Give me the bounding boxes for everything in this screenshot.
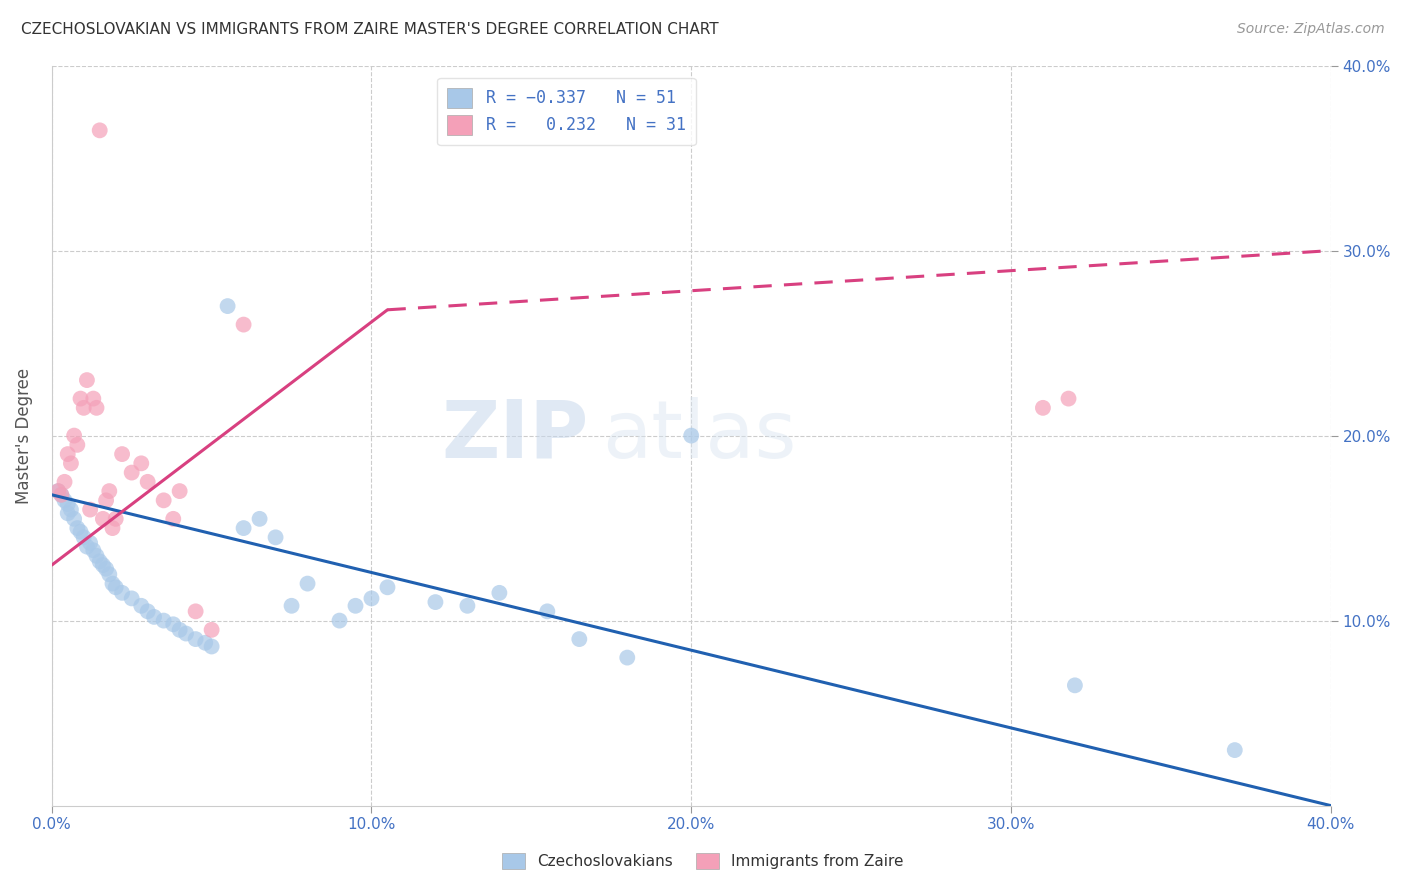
Point <box>46 484 69 499</box>
Point <box>89 123 111 137</box>
Point <box>280 599 302 613</box>
Point <box>104 580 127 594</box>
Point <box>73 530 96 544</box>
Point <box>264 530 287 544</box>
Text: Source: ZipAtlas.com: Source: ZipAtlas.com <box>1237 22 1385 37</box>
Point <box>201 623 224 637</box>
Point <box>94 562 117 576</box>
Point <box>568 632 591 646</box>
Point <box>63 512 86 526</box>
Point <box>66 438 89 452</box>
Point <box>328 614 350 628</box>
Point <box>217 299 239 313</box>
Point <box>536 604 558 618</box>
Point <box>297 576 319 591</box>
Point <box>162 617 184 632</box>
Point <box>51 488 73 502</box>
Point <box>59 456 82 470</box>
Point <box>249 512 271 526</box>
Point <box>46 484 69 499</box>
Y-axis label: Master's Degree: Master's Degree <box>15 368 32 504</box>
Point <box>79 536 101 550</box>
Point <box>360 591 382 606</box>
Text: atlas: atlas <box>602 397 796 475</box>
Point <box>63 428 86 442</box>
Point <box>377 580 399 594</box>
Point <box>69 524 91 539</box>
Point <box>425 595 447 609</box>
Point <box>184 604 207 618</box>
Point <box>232 521 254 535</box>
Point <box>53 493 76 508</box>
Point <box>98 484 121 499</box>
Point <box>169 484 191 499</box>
Point <box>86 549 108 563</box>
Point <box>82 392 104 406</box>
Point <box>98 567 121 582</box>
Point <box>1057 392 1080 406</box>
Point <box>456 599 478 613</box>
Point <box>56 497 79 511</box>
Point <box>1223 743 1246 757</box>
Point <box>152 493 174 508</box>
Point <box>194 636 217 650</box>
Point <box>201 640 224 654</box>
Point <box>184 632 207 646</box>
Point <box>94 493 117 508</box>
Point <box>111 586 134 600</box>
Point <box>89 554 111 568</box>
Point <box>86 401 108 415</box>
Point <box>681 428 703 442</box>
Point <box>101 576 124 591</box>
Point <box>129 599 152 613</box>
Point <box>488 586 510 600</box>
Point <box>121 466 143 480</box>
Point <box>79 502 101 516</box>
Point <box>162 512 184 526</box>
Point <box>76 540 98 554</box>
Point <box>1064 678 1087 692</box>
Point <box>136 604 159 618</box>
Point <box>91 558 114 573</box>
Point <box>76 373 98 387</box>
Point <box>136 475 159 489</box>
Point <box>91 512 114 526</box>
Point <box>344 599 367 613</box>
Text: ZIP: ZIP <box>441 397 589 475</box>
Point <box>101 521 124 535</box>
Point <box>82 543 104 558</box>
Point <box>56 506 79 520</box>
Legend: R = −0.337   N = 51, R =   0.232   N = 31: R = −0.337 N = 51, R = 0.232 N = 31 <box>437 78 696 145</box>
Point <box>53 475 76 489</box>
Point <box>104 512 127 526</box>
Point <box>59 502 82 516</box>
Point <box>111 447 134 461</box>
Point <box>73 401 96 415</box>
Point <box>69 392 91 406</box>
Point <box>174 626 197 640</box>
Point <box>1032 401 1054 415</box>
Point <box>51 488 73 502</box>
Point <box>616 650 638 665</box>
Point <box>152 614 174 628</box>
Point <box>121 591 143 606</box>
Point <box>143 610 166 624</box>
Point <box>169 623 191 637</box>
Point <box>232 318 254 332</box>
Point <box>66 521 89 535</box>
Text: CZECHOSLOVAKIAN VS IMMIGRANTS FROM ZAIRE MASTER'S DEGREE CORRELATION CHART: CZECHOSLOVAKIAN VS IMMIGRANTS FROM ZAIRE… <box>21 22 718 37</box>
Point <box>56 447 79 461</box>
Legend: Czechoslovakians, Immigrants from Zaire: Czechoslovakians, Immigrants from Zaire <box>496 847 910 875</box>
Point <box>129 456 152 470</box>
